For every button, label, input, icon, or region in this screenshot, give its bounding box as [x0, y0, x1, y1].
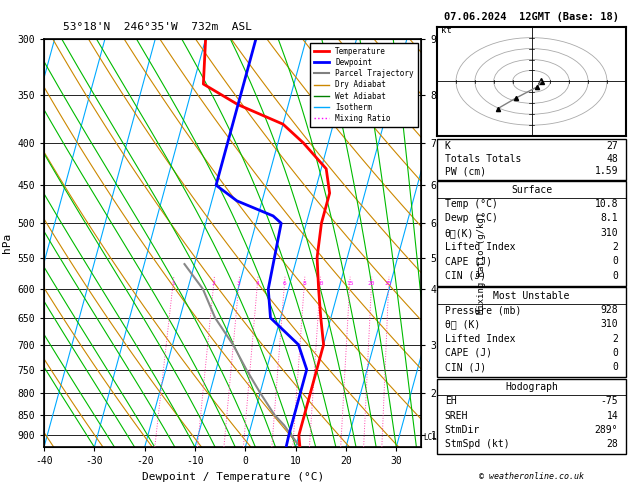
Text: CAPE (J): CAPE (J)	[445, 348, 492, 358]
Text: 10.8: 10.8	[595, 199, 618, 209]
Text: 0: 0	[613, 257, 618, 266]
Text: 1.59: 1.59	[595, 166, 618, 176]
Text: Most Unstable: Most Unstable	[493, 291, 570, 301]
Text: StmDir: StmDir	[445, 425, 480, 435]
Text: CIN (J): CIN (J)	[445, 362, 486, 372]
Text: θᴄ (K): θᴄ (K)	[445, 319, 480, 330]
Text: 53°18'N  246°35'W  732m  ASL: 53°18'N 246°35'W 732m ASL	[63, 22, 252, 32]
Text: 2: 2	[212, 281, 216, 286]
Y-axis label: hPa: hPa	[2, 233, 12, 253]
Text: 48: 48	[606, 154, 618, 164]
Text: Hodograph: Hodograph	[505, 382, 558, 392]
Text: StmSpd (kt): StmSpd (kt)	[445, 439, 509, 449]
Text: 289°: 289°	[595, 425, 618, 435]
Text: 0: 0	[613, 271, 618, 281]
Text: Pressure (mb): Pressure (mb)	[445, 305, 521, 315]
Text: 0: 0	[613, 362, 618, 372]
Text: kt: kt	[441, 26, 452, 35]
Text: 928: 928	[601, 305, 618, 315]
Text: 0: 0	[613, 348, 618, 358]
Text: Mixing Ratio (g/kg): Mixing Ratio (g/kg)	[477, 212, 486, 314]
Y-axis label: km
ASL: km ASL	[455, 243, 473, 264]
Text: 10: 10	[316, 281, 324, 286]
Text: 28: 28	[606, 439, 618, 449]
Legend: Temperature, Dewpoint, Parcel Trajectory, Dry Adiabat, Wet Adiabat, Isotherm, Mi: Temperature, Dewpoint, Parcel Trajectory…	[310, 43, 418, 127]
Text: 4: 4	[255, 281, 259, 286]
Text: 2: 2	[613, 333, 618, 344]
Text: 8.1: 8.1	[601, 213, 618, 224]
Text: K: K	[445, 141, 450, 151]
Text: 07.06.2024  12GMT (Base: 18): 07.06.2024 12GMT (Base: 18)	[444, 12, 619, 22]
Text: 1: 1	[171, 281, 175, 286]
Text: 25: 25	[385, 281, 392, 286]
Text: Temp (°C): Temp (°C)	[445, 199, 498, 209]
Text: 27: 27	[606, 141, 618, 151]
Text: 310: 310	[601, 319, 618, 330]
Text: 20: 20	[368, 281, 376, 286]
Text: SREH: SREH	[445, 411, 468, 420]
Text: CIN (J): CIN (J)	[445, 271, 486, 281]
Text: Totals Totals: Totals Totals	[445, 154, 521, 164]
Text: © weatheronline.co.uk: © weatheronline.co.uk	[479, 472, 584, 481]
Text: 2: 2	[613, 242, 618, 252]
Text: CAPE (J): CAPE (J)	[445, 257, 492, 266]
Text: Lifted Index: Lifted Index	[445, 333, 515, 344]
Text: PW (cm): PW (cm)	[445, 166, 486, 176]
Text: 3: 3	[237, 281, 241, 286]
Text: 310: 310	[601, 228, 618, 238]
X-axis label: Dewpoint / Temperature (°C): Dewpoint / Temperature (°C)	[142, 472, 324, 482]
Text: 15: 15	[346, 281, 353, 286]
Text: EH: EH	[445, 397, 457, 406]
Text: Surface: Surface	[511, 185, 552, 195]
Text: Lifted Index: Lifted Index	[445, 242, 515, 252]
Text: 6: 6	[282, 281, 286, 286]
Text: LCL: LCL	[423, 433, 437, 442]
Text: 8: 8	[303, 281, 306, 286]
Text: -75: -75	[601, 397, 618, 406]
Text: θᴄ(K): θᴄ(K)	[445, 228, 474, 238]
Text: 14: 14	[606, 411, 618, 420]
Text: Dewp (°C): Dewp (°C)	[445, 213, 498, 224]
